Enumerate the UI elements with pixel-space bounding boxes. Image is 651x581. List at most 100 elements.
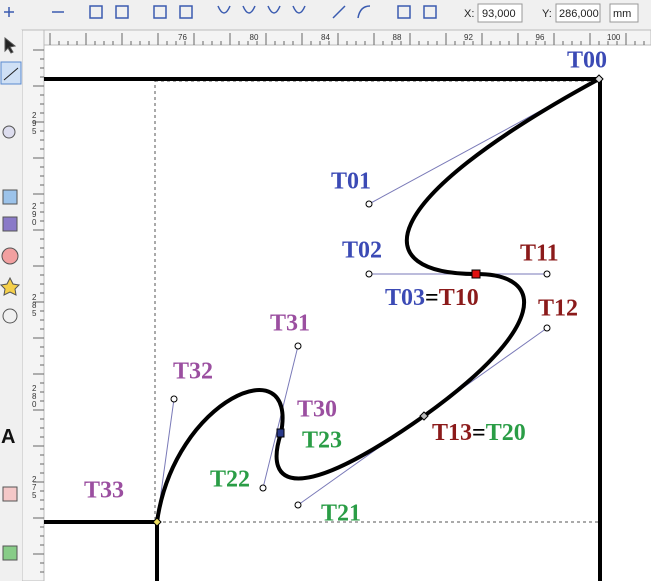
handle[interactable] [543, 270, 551, 278]
tool-icons: A [0, 36, 22, 561]
ruler-digit: 7 [32, 483, 37, 492]
x-label: X: [464, 8, 474, 20]
ruler-digit: 5 [32, 491, 37, 500]
node-icon [3, 67, 19, 81]
label: T33 [84, 478, 124, 504]
label: T22 [210, 467, 250, 493]
ruler-digit: 0 [32, 218, 37, 227]
label: T11 [520, 241, 559, 267]
selector-tool[interactable] [4, 36, 17, 54]
handle[interactable] [365, 200, 373, 208]
node[interactable] [419, 411, 429, 421]
ruler-digit: 2 [32, 475, 37, 484]
handles [170, 200, 551, 509]
connector-tool[interactable] [2, 545, 18, 561]
ruler-digit: 2 [32, 111, 37, 120]
node[interactable] [594, 74, 604, 84]
nodes [152, 74, 604, 527]
handle[interactable] [365, 270, 373, 278]
node-selected[interactable] [471, 269, 481, 279]
label: T31 [270, 311, 310, 337]
ruler-label: 100 [607, 33, 621, 42]
ruler-digit: 5 [32, 309, 37, 318]
rect-tool[interactable] [2, 189, 18, 205]
ruler-digit: 8 [32, 392, 37, 401]
label: T21 [321, 501, 361, 527]
ruler-digit: 2 [32, 202, 37, 211]
node[interactable] [276, 428, 285, 438]
stroke-to-path[interactable] [423, 5, 437, 19]
handle[interactable] [170, 395, 178, 403]
bezier-curve[interactable] [155, 77, 600, 523]
3d-box-tool[interactable] [2, 216, 18, 232]
canvas [44, 74, 604, 581]
node-tool-active[interactable] [0, 61, 22, 85]
ruler-digit: 2 [32, 384, 37, 393]
node[interactable] [152, 517, 162, 527]
ruler-digit: 9 [32, 119, 37, 128]
label: T23 [302, 428, 342, 454]
label: T32 [173, 359, 213, 385]
to-line[interactable] [332, 5, 346, 19]
unit: mm [613, 8, 631, 20]
ruler-digit: 8 [32, 301, 37, 310]
to-curve[interactable] [357, 5, 371, 19]
cusp[interactable] [217, 5, 231, 14]
label: T12 [538, 296, 578, 322]
zoom-tool[interactable] [2, 125, 16, 139]
eraser-tool[interactable] [2, 486, 18, 502]
y-value: 286,000 [559, 8, 599, 20]
toolbox [0, 30, 22, 581]
auto-smooth[interactable] [292, 5, 306, 14]
object-to-path[interactable] [397, 5, 411, 19]
tool-controls-bar [0, 0, 651, 30]
ruler-digit: 5 [32, 127, 37, 136]
star-tool[interactable] [0, 276, 21, 296]
label: T02 [342, 238, 382, 264]
handle[interactable] [294, 342, 302, 350]
ruler-label: 80 [250, 33, 259, 42]
ellipse-tool[interactable] [1, 247, 19, 265]
ruler-digit: 2 [32, 293, 37, 302]
ruler-label: 76 [178, 33, 187, 42]
label-part: T10 [439, 285, 479, 311]
x-input[interactable] [477, 3, 523, 23]
smooth[interactable] [242, 5, 256, 14]
label: T03=T10 [385, 285, 479, 311]
y-input[interactable] [555, 3, 601, 23]
handle[interactable] [294, 501, 302, 509]
text-tool[interactable]: A [1, 426, 15, 448]
add-node[interactable] [4, 7, 14, 17]
ruler-digit: 0 [32, 400, 37, 409]
symmetric[interactable] [267, 5, 281, 14]
ruler-label: 92 [464, 33, 473, 42]
label: T00 [567, 48, 607, 74]
delete-segment[interactable] [179, 5, 193, 19]
label-part: = [425, 285, 439, 311]
label-part: T13 [432, 420, 472, 446]
handle[interactable] [543, 324, 551, 332]
ruler-label: 88 [393, 33, 402, 42]
label-part: = [472, 420, 486, 446]
handle[interactable] [259, 484, 267, 492]
ruler-digit: 9 [32, 210, 37, 219]
spiral-tool[interactable] [2, 308, 18, 324]
label-part: T03 [385, 285, 425, 311]
unit-select[interactable] [609, 3, 639, 23]
break-path[interactable] [115, 5, 129, 19]
y-label: Y: [542, 8, 552, 20]
label-part: T20 [486, 420, 526, 446]
toolbar-icons [4, 5, 437, 19]
join-segment[interactable] [153, 5, 167, 19]
label: T30 [297, 397, 337, 423]
label: T01 [331, 169, 371, 195]
x-value: 93,000 [482, 8, 516, 20]
join-nodes[interactable] [89, 5, 103, 19]
